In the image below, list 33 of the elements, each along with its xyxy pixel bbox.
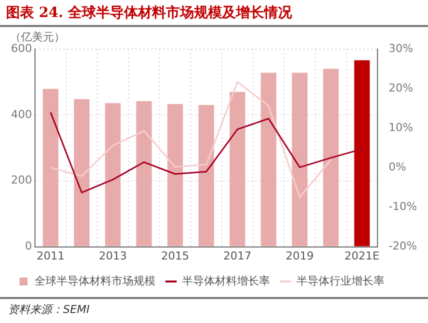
x-tick-label: 2013: [98, 249, 127, 262]
legend-label: 半导体材料增长率: [182, 274, 270, 288]
bar: [260, 72, 276, 246]
legend-label: 半导体行业增长率: [296, 274, 384, 288]
bar: [136, 101, 152, 246]
y2-tick-label: 0%: [388, 160, 406, 174]
y2-tick-label: -10%: [388, 200, 418, 214]
x-tick-label: 2011: [36, 249, 65, 262]
y2-tick-label: 10%: [388, 120, 414, 134]
bar: [105, 103, 121, 246]
bar: [230, 92, 246, 246]
y2-tick-label: -20%: [388, 240, 418, 253]
bar: [74, 99, 90, 246]
bar: [323, 68, 339, 246]
bar: [354, 60, 370, 246]
y-axis-title: （亿美元）: [10, 30, 65, 44]
bar: [42, 88, 58, 246]
bar: [167, 104, 183, 246]
x-tick-label: 2019: [286, 249, 314, 262]
chart-title: 图表 24. 全球半导体材料市场规模及增长情况: [0, 0, 428, 27]
y2-tick-label: 20%: [388, 81, 414, 94]
y-tick-label: 200: [10, 174, 32, 187]
y-tick-label: 0: [24, 240, 32, 253]
legend-label: 全球半导体材料市场规模: [34, 274, 156, 288]
x-tick-label: 2015: [161, 249, 190, 262]
text: 资料来源：SEMI: [8, 302, 91, 317]
bar: [292, 72, 308, 246]
x-tick-label: 2017: [223, 249, 252, 262]
y-tick-label: 400: [10, 108, 32, 121]
bar: [198, 105, 214, 246]
x-tick-label: 2021E: [344, 249, 380, 262]
y2-tick-label: 30%: [388, 42, 414, 55]
y-tick-label: 600: [10, 42, 32, 55]
